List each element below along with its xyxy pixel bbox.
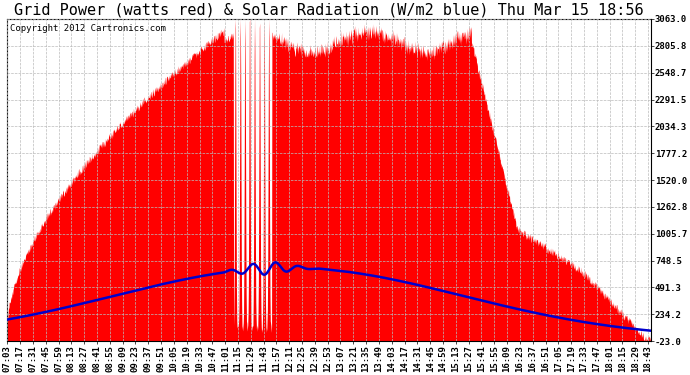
Text: Copyright 2012 Cartronics.com: Copyright 2012 Cartronics.com <box>10 24 166 33</box>
Title: Grid Power (watts red) & Solar Radiation (W/m2 blue) Thu Mar 15 18:56: Grid Power (watts red) & Solar Radiation… <box>14 3 644 18</box>
